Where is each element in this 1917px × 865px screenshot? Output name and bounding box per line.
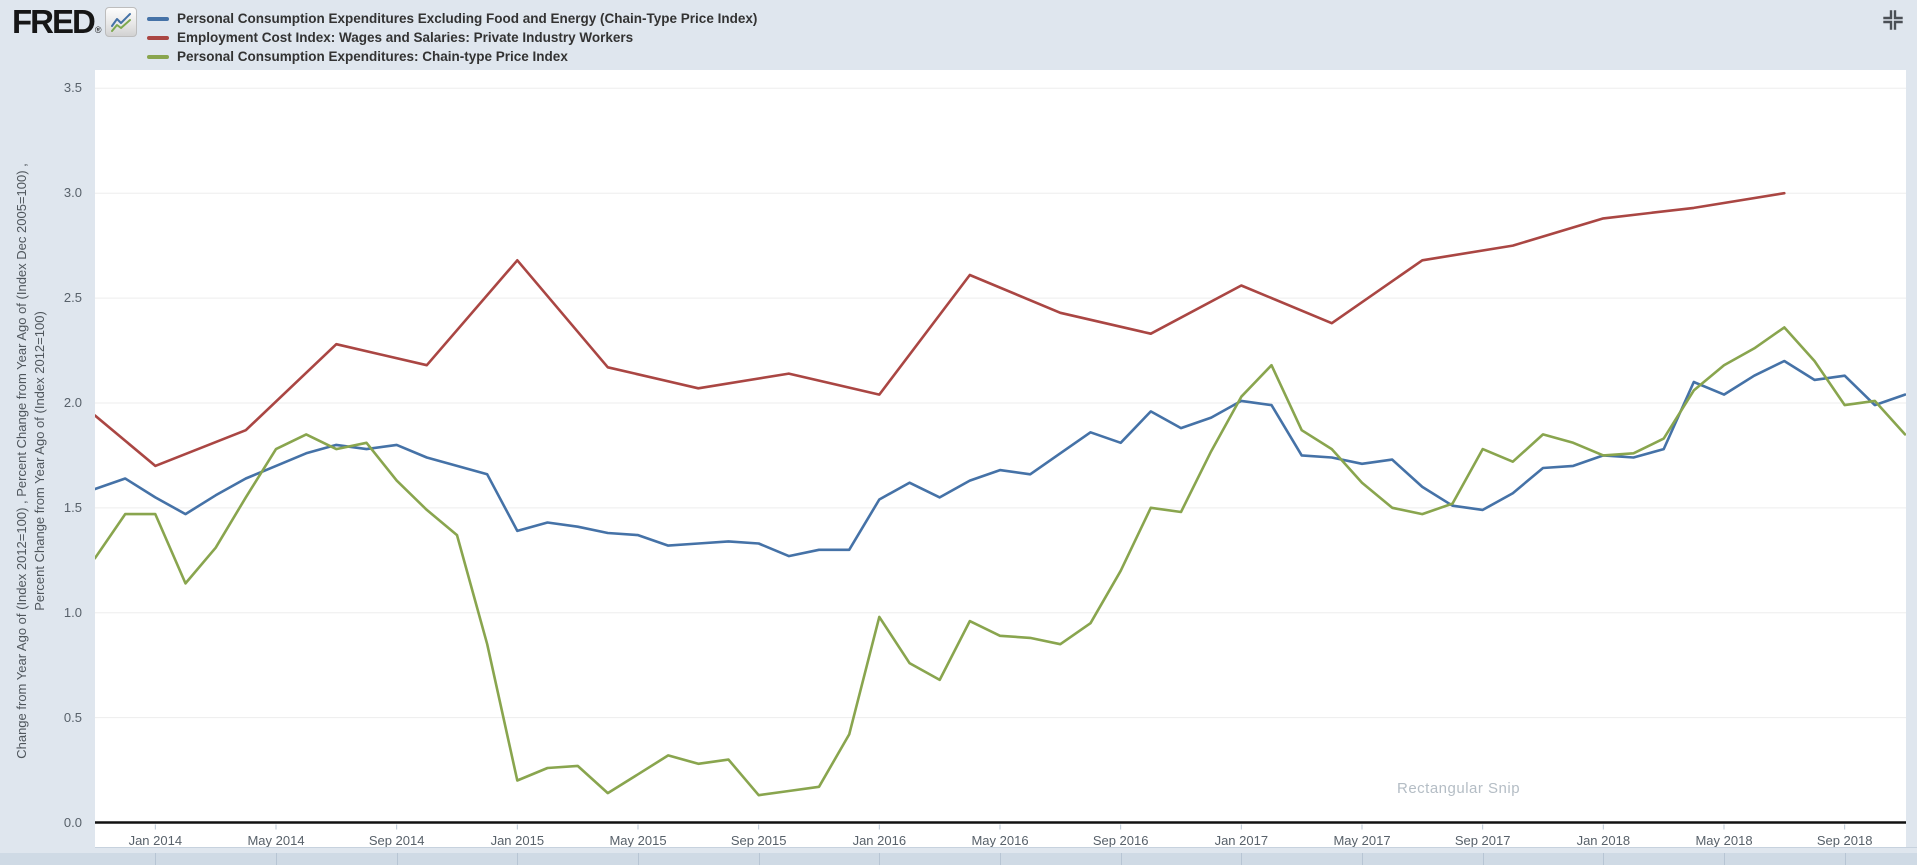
registered-mark: ® [94, 25, 102, 35]
range-track-tick [155, 853, 157, 865]
fred-logo-text: FRED [12, 3, 96, 40]
x-tick-label: Sep 2017 [1454, 833, 1511, 848]
snip-watermark: Rectangular Snip [1385, 776, 1533, 801]
date-range-track[interactable] [0, 853, 1917, 865]
series-line-3[interactable] [95, 326, 1906, 797]
y-tick-label: 1.0 [63, 604, 82, 620]
x-tick-label: May 2015 [609, 833, 667, 848]
range-track-tick [276, 853, 277, 865]
series-line-2[interactable] [95, 191, 1786, 468]
x-tick-label: May 2018 [1695, 833, 1753, 848]
series-line-1[interactable] [95, 359, 1906, 558]
x-tick-label: Jan 2018 [1576, 833, 1631, 848]
y-tick-label: 2.5 [63, 290, 82, 306]
y-tick-label: 1.5 [63, 499, 82, 515]
range-track-tick [517, 853, 519, 865]
range-track-tick [1724, 853, 1725, 865]
sparkline-chart-icon [105, 7, 138, 37]
fred-logo: FRED ® [12, 2, 138, 42]
x-tick-label: May 2016 [971, 833, 1029, 848]
x-tick-label: Sep 2016 [1092, 833, 1149, 848]
legend-item-1[interactable]: Personal Consumption Expenditures Exclud… [147, 9, 757, 28]
chart-canvas [95, 87, 1906, 830]
y-axis-title-line2: Percent Change from Year Ago of (Index 2… [31, 311, 47, 611]
bottom-hairline [95, 847, 1917, 848]
legend-item-2[interactable]: Employment Cost Index: Wages and Salarie… [147, 28, 757, 47]
range-track-tick [1120, 853, 1122, 865]
y-axis-title-line1: Change from Year Ago of (Index 2012=100)… [14, 163, 29, 759]
y-tick-label: 0.5 [63, 709, 82, 725]
x-tick-label: Jan 2017 [1214, 833, 1269, 848]
legend-swatch-icon [147, 54, 169, 59]
range-track-tick [1603, 853, 1605, 865]
range-track-tick [1844, 853, 1846, 865]
legend-label: Employment Cost Index: Wages and Salarie… [177, 30, 634, 45]
legend-label: Personal Consumption Expenditures Exclud… [177, 11, 758, 26]
plot-area [95, 70, 1906, 848]
y-axis-title: Change from Year Ago of (Index 2012=100)… [13, 51, 49, 865]
range-track-tick [396, 853, 398, 865]
range-track-tick [638, 853, 639, 865]
legend-item-3[interactable]: Personal Consumption Expenditures: Chain… [147, 47, 757, 66]
x-tick-label: Jan 2015 [490, 833, 545, 848]
x-tick-label: Jan 2016 [852, 833, 907, 848]
chart-legend: Personal Consumption Expenditures Exclud… [147, 9, 757, 66]
range-track-tick [1482, 853, 1484, 865]
x-tick-label: May 2014 [247, 833, 305, 848]
y-tick-label: 3.0 [63, 185, 82, 201]
x-tick-label: Sep 2014 [368, 833, 425, 848]
y-tick-label: 3.5 [63, 80, 82, 96]
x-tick-label: Sep 2015 [730, 833, 787, 848]
x-tick-label: Jan 2014 [128, 833, 183, 848]
range-track-tick [1362, 853, 1363, 865]
legend-swatch-icon [147, 16, 169, 21]
legend-swatch-icon [147, 35, 169, 40]
compress-arrows-icon[interactable] [1881, 8, 1905, 32]
y-tick-label: 0.0 [63, 814, 82, 830]
x-tick-label: Sep 2018 [1816, 833, 1873, 848]
range-track-tick [879, 853, 881, 865]
range-track-tick [1000, 853, 1001, 865]
y-tick-label: 2.0 [63, 394, 82, 410]
range-track-tick [758, 853, 760, 865]
legend-label: Personal Consumption Expenditures: Chain… [177, 49, 568, 64]
range-track-tick [1241, 853, 1243, 865]
x-tick-label: May 2017 [1333, 833, 1391, 848]
